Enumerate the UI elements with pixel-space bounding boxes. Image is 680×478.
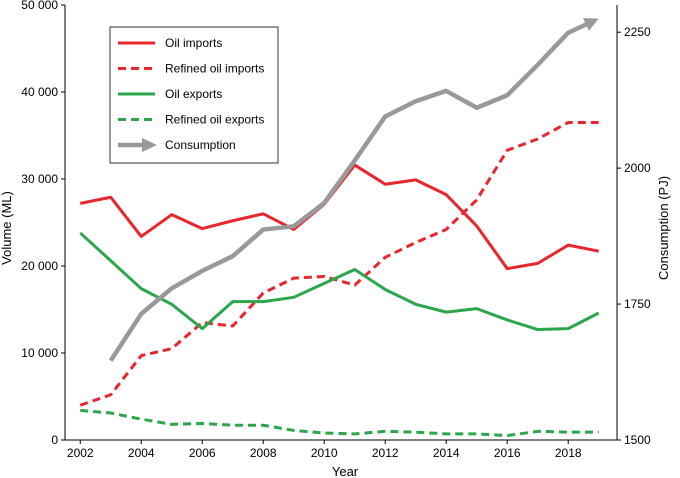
series-layer xyxy=(79,18,600,438)
x-tick-label-2018: 2018 xyxy=(555,446,582,460)
series-line-refined-oil-exports xyxy=(80,408,599,438)
axes-layer xyxy=(64,5,618,441)
legend-arrowhead-consumption xyxy=(142,138,157,152)
y-left-tick-label-5: 50 000 xyxy=(21,0,58,12)
series-line-consumption xyxy=(108,20,592,362)
x-axis-title: Year xyxy=(332,464,359,478)
legend-label-refined-oil-exports: Refined oil exports xyxy=(165,113,264,127)
legend-label-refined-oil-imports: Refined oil imports xyxy=(165,62,264,76)
x-tick-label-2004: 2004 xyxy=(128,446,155,460)
x-tick-label-2016: 2016 xyxy=(494,446,521,460)
left-axis-title: Volume (ML) xyxy=(0,191,14,265)
x-tick-label-2008: 2008 xyxy=(250,446,277,460)
y-right-tick-label-0: 1500 xyxy=(624,433,651,447)
x-tick-label-2014: 2014 xyxy=(433,446,460,460)
y-left-tick-label-1: 10 000 xyxy=(21,346,58,360)
series-line-oil-exports xyxy=(79,231,600,332)
series-arrowhead-consumption xyxy=(583,18,599,31)
x-tick-label-2012: 2012 xyxy=(372,446,399,460)
x-tick-label-2002: 2002 xyxy=(67,446,94,460)
legend-label-consumption: Consumption xyxy=(165,138,236,152)
x-tick-label-2006: 2006 xyxy=(189,446,216,460)
y-left-tick-label-0: 0 xyxy=(51,433,58,447)
y-left-tick-label-4: 40 000 xyxy=(21,85,58,99)
y-right-tick-label-2: 2000 xyxy=(624,161,651,175)
y-right-tick-label-1: 1750 xyxy=(624,297,651,311)
x-tick-label-2010: 2010 xyxy=(311,446,338,460)
y-left-tick-label-2: 20 000 xyxy=(21,259,58,273)
legend-label-oil-imports: Oil imports xyxy=(165,36,222,50)
y-left-tick-label-3: 30 000 xyxy=(21,172,58,186)
legend: Oil imports Refined oil imports Oil export… xyxy=(109,26,279,164)
series-line-refined-oil-imports xyxy=(79,120,599,407)
ticks-layer: 2002 2004 2006 2008 2010 2012 2014 2016 2018 0 10 … xyxy=(21,0,651,460)
right-axis-title: Consumption (PJ) xyxy=(656,176,671,280)
y-right-tick-label-3: 2250 xyxy=(624,25,651,39)
legend-label-oil-exports: Oil exports xyxy=(165,87,222,101)
